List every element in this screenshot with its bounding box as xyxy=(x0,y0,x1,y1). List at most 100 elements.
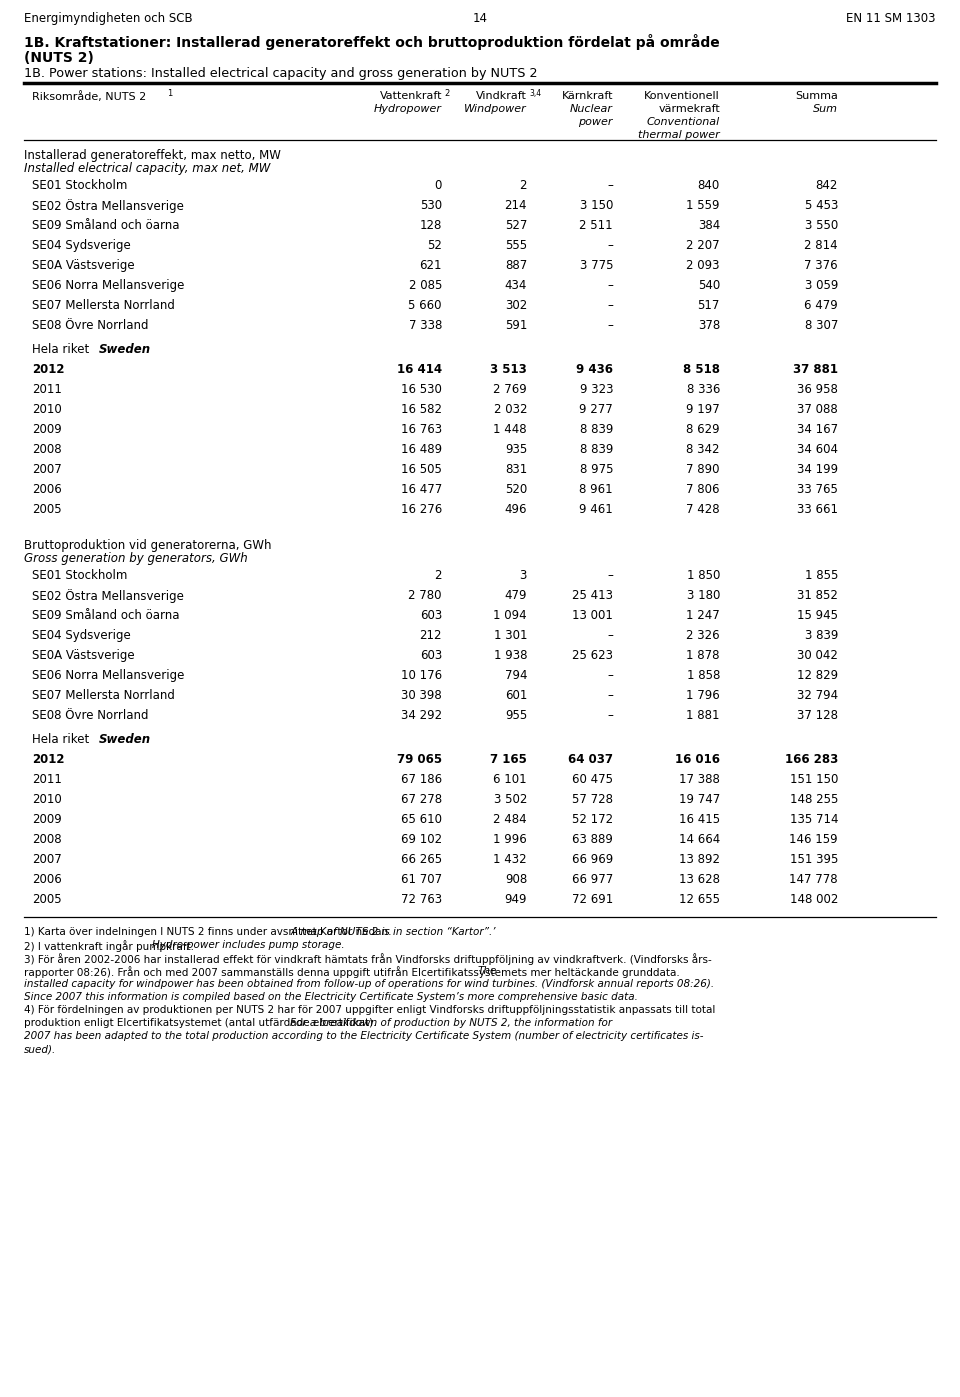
Text: 67 278: 67 278 xyxy=(401,793,442,806)
Text: –: – xyxy=(607,669,613,682)
Text: 8 839: 8 839 xyxy=(580,423,613,436)
Text: 2) I vattenkraft ingår pumpkraft.: 2) I vattenkraft ingår pumpkraft. xyxy=(24,940,197,951)
Text: 2006: 2006 xyxy=(32,873,61,886)
Text: 8 975: 8 975 xyxy=(580,462,613,476)
Text: 12 829: 12 829 xyxy=(797,669,838,682)
Text: SE09 Småland och öarna: SE09 Småland och öarna xyxy=(32,219,180,232)
Text: installed capacity for windpower has been obtained from follow-up of operations : installed capacity for windpower has bee… xyxy=(24,979,714,989)
Text: Nuclear: Nuclear xyxy=(570,103,613,115)
Text: 66 969: 66 969 xyxy=(572,854,613,866)
Text: 3 775: 3 775 xyxy=(580,258,613,272)
Text: 57 728: 57 728 xyxy=(572,793,613,806)
Text: 603: 603 xyxy=(420,650,442,662)
Text: 955: 955 xyxy=(505,710,527,722)
Text: –: – xyxy=(607,279,613,292)
Text: 6 479: 6 479 xyxy=(804,299,838,312)
Text: 16 505: 16 505 xyxy=(401,462,442,476)
Text: 555: 555 xyxy=(505,239,527,251)
Text: Sweden: Sweden xyxy=(99,344,151,356)
Text: 2012: 2012 xyxy=(32,363,64,376)
Text: 8 336: 8 336 xyxy=(686,383,720,395)
Text: 3 502: 3 502 xyxy=(493,793,527,806)
Text: 7 165: 7 165 xyxy=(491,753,527,766)
Text: 37 128: 37 128 xyxy=(797,710,838,722)
Text: 7 428: 7 428 xyxy=(686,503,720,515)
Text: 2006: 2006 xyxy=(32,483,61,496)
Text: 2 769: 2 769 xyxy=(493,383,527,395)
Text: 16 276: 16 276 xyxy=(400,503,442,515)
Text: 72 691: 72 691 xyxy=(572,893,613,907)
Text: 16 414: 16 414 xyxy=(396,363,442,376)
Text: 842: 842 xyxy=(816,179,838,191)
Text: 19 747: 19 747 xyxy=(679,793,720,806)
Text: SE08 Övre Norrland: SE08 Övre Norrland xyxy=(32,319,149,332)
Text: 2 207: 2 207 xyxy=(686,239,720,251)
Text: sued).: sued). xyxy=(24,1044,57,1053)
Text: SE07 Mellersta Norrland: SE07 Mellersta Norrland xyxy=(32,689,175,703)
Text: Hydropower: Hydropower xyxy=(374,103,442,115)
Text: 8 961: 8 961 xyxy=(580,483,613,496)
Text: 148 255: 148 255 xyxy=(790,793,838,806)
Text: Bruttoproduktion vid generatorerna, GWh: Bruttoproduktion vid generatorerna, GWh xyxy=(24,539,272,552)
Text: 64 037: 64 037 xyxy=(568,753,613,766)
Text: 16 763: 16 763 xyxy=(401,423,442,436)
Text: 1 796: 1 796 xyxy=(686,689,720,703)
Text: SE08 Övre Norrland: SE08 Övre Norrland xyxy=(32,710,149,722)
Text: 9 436: 9 436 xyxy=(576,363,613,376)
Text: SE02 Östra Mellansverige: SE02 Östra Mellansverige xyxy=(32,590,184,604)
Text: A map of NUTS 2 is in section “Kartor”.’: A map of NUTS 2 is in section “Kartor”.’ xyxy=(290,928,495,937)
Text: 540: 540 xyxy=(698,279,720,292)
Text: SE06 Norra Mellansverige: SE06 Norra Mellansverige xyxy=(32,279,184,292)
Text: Since 2007 this information is compiled based on the Electricity Certificate Sys: Since 2007 this information is compiled … xyxy=(24,992,637,1002)
Text: 3) För åren 2002-2006 har installerad effekt för vindkraft hämtats från Vindfors: 3) För åren 2002-2006 har installerad ef… xyxy=(24,953,711,965)
Text: 2005: 2005 xyxy=(32,503,61,515)
Text: 935: 935 xyxy=(505,443,527,455)
Text: 69 102: 69 102 xyxy=(401,833,442,847)
Text: Konventionell: Konventionell xyxy=(644,91,720,101)
Text: 16 530: 16 530 xyxy=(401,383,442,395)
Text: 601: 601 xyxy=(505,689,527,703)
Text: Hela riket: Hela riket xyxy=(32,344,93,356)
Text: 1) Karta över indelningen I NUTS 2 finns under avsnittet Kartor nedan.: 1) Karta över indelningen I NUTS 2 finns… xyxy=(24,928,395,937)
Text: 908: 908 xyxy=(505,873,527,886)
Text: 1 881: 1 881 xyxy=(686,710,720,722)
Text: 52: 52 xyxy=(427,239,442,251)
Text: 434: 434 xyxy=(505,279,527,292)
Text: 79 065: 79 065 xyxy=(396,753,442,766)
Text: SE0A Västsverige: SE0A Västsverige xyxy=(32,650,134,662)
Text: 1 301: 1 301 xyxy=(493,629,527,643)
Text: 1 559: 1 559 xyxy=(686,198,720,212)
Text: Gross generation by generators, GWh: Gross generation by generators, GWh xyxy=(24,552,248,564)
Text: 13 001: 13 001 xyxy=(572,609,613,622)
Text: 2007: 2007 xyxy=(32,854,61,866)
Text: 5 453: 5 453 xyxy=(804,198,838,212)
Text: 621: 621 xyxy=(420,258,442,272)
Text: 1B. Kraftstationer: Installerad generatoreffekt och bruttoproduktion fördelat på: 1B. Kraftstationer: Installerad generato… xyxy=(24,34,720,50)
Text: –: – xyxy=(607,319,613,332)
Text: 135 714: 135 714 xyxy=(789,813,838,826)
Text: 32 794: 32 794 xyxy=(797,689,838,703)
Text: 33 765: 33 765 xyxy=(797,483,838,496)
Text: Riksområde, NUTS 2: Riksområde, NUTS 2 xyxy=(32,91,146,102)
Text: 2008: 2008 xyxy=(32,833,61,847)
Text: 2010: 2010 xyxy=(32,402,61,416)
Text: 384: 384 xyxy=(698,219,720,232)
Text: 520: 520 xyxy=(505,483,527,496)
Text: 16 489: 16 489 xyxy=(401,443,442,455)
Text: 1 094: 1 094 xyxy=(493,609,527,622)
Text: 9 197: 9 197 xyxy=(686,402,720,416)
Text: 13 892: 13 892 xyxy=(679,854,720,866)
Text: 151 395: 151 395 xyxy=(790,854,838,866)
Text: 794: 794 xyxy=(505,669,527,682)
Text: 2010: 2010 xyxy=(32,793,61,806)
Text: 14 664: 14 664 xyxy=(679,833,720,847)
Text: The: The xyxy=(478,965,497,977)
Text: 67 186: 67 186 xyxy=(401,773,442,787)
Text: 2007: 2007 xyxy=(32,462,61,476)
Text: 1 448: 1 448 xyxy=(493,423,527,436)
Text: 6 101: 6 101 xyxy=(493,773,527,787)
Text: 9 461: 9 461 xyxy=(579,503,613,515)
Text: –: – xyxy=(607,569,613,583)
Text: Hela riket: Hela riket xyxy=(32,733,93,746)
Text: Installed electrical capacity, max net, MW: Installed electrical capacity, max net, … xyxy=(24,162,271,175)
